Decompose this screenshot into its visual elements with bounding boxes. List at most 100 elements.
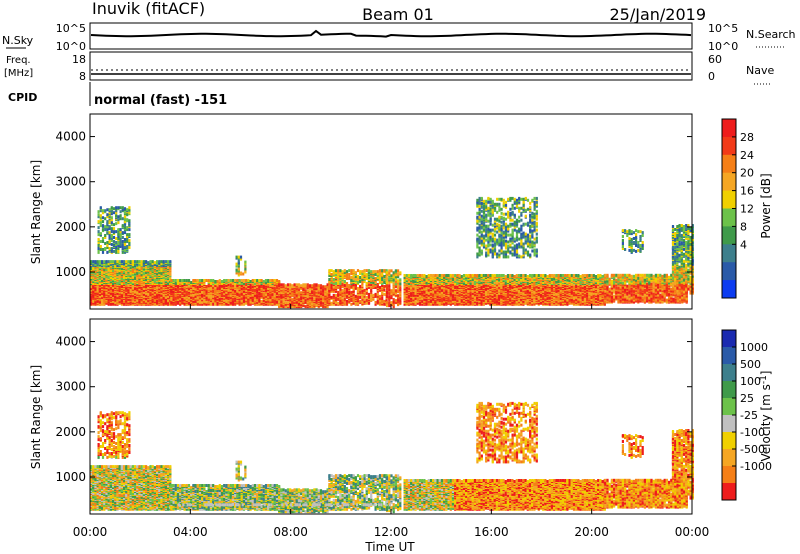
power-cell [128, 206, 131, 210]
power-cell [339, 285, 342, 288]
power-cell [381, 269, 384, 273]
power-cell [118, 274, 121, 277]
power-cell [114, 300, 117, 304]
power-cell [341, 283, 344, 286]
power-cell [158, 284, 161, 287]
power-cell [183, 295, 186, 299]
power-cell [115, 246, 118, 249]
power-cell [378, 269, 382, 273]
power-cell [343, 280, 346, 283]
power-cell [101, 209, 105, 213]
power-cell [97, 247, 100, 250]
power-cell [229, 279, 232, 282]
power-cell [96, 287, 99, 290]
power-cell [427, 274, 430, 277]
power-cell [112, 260, 115, 264]
station-title: Inuvik (fitACF) [92, 0, 205, 18]
power-cell [405, 274, 408, 277]
power-cell [136, 260, 139, 264]
power-cell [354, 294, 357, 298]
power-cell [372, 270, 375, 274]
power-cell [304, 305, 307, 309]
power-cell [110, 223, 113, 227]
power-cell [271, 279, 274, 282]
power-cell [121, 250, 124, 254]
power-cell [103, 296, 106, 300]
power-cell [128, 242, 131, 245]
power-cell [225, 279, 228, 282]
power-cell [183, 282, 186, 285]
power-cell [429, 299, 433, 303]
power-cell [167, 272, 170, 276]
power-cell [339, 296, 342, 300]
power-cell [112, 240, 116, 243]
power-cell [319, 290, 323, 294]
power-cell [99, 245, 102, 248]
power-cell [121, 224, 124, 228]
power-cell [126, 239, 129, 242]
power-cell [207, 300, 210, 304]
power-cell [359, 290, 362, 294]
power-cell [121, 236, 124, 239]
power-cell [110, 206, 113, 210]
power-data-cells [90, 196, 694, 309]
power-cell [118, 260, 121, 264]
power-cell [103, 300, 106, 304]
power-cell [126, 218, 129, 222]
power-cell [356, 287, 360, 290]
power-cell [359, 270, 362, 274]
power-cell [117, 206, 120, 210]
power-cell [104, 225, 107, 229]
power-cell [101, 224, 105, 228]
power-cell [156, 266, 159, 270]
power-cell [181, 284, 184, 287]
power-cell [451, 274, 455, 277]
nsky-tick-high: 10^5 [56, 22, 86, 35]
power-cell [306, 283, 309, 287]
power-cell [134, 289, 137, 293]
power-cell [359, 299, 362, 303]
power-cell [341, 270, 344, 274]
power-cell [109, 288, 112, 292]
power-cell [115, 241, 118, 244]
power-cell [169, 264, 172, 268]
power-cell [131, 269, 134, 273]
power-cell [128, 208, 131, 212]
power-cell [374, 300, 377, 304]
power-cell [359, 295, 362, 299]
power-cell [119, 235, 122, 238]
power-cell [106, 241, 109, 244]
power-cell [170, 296, 173, 300]
power-cell [370, 270, 373, 274]
power-cell [425, 275, 428, 278]
power-cell [194, 279, 197, 282]
power-cell [129, 266, 132, 270]
power-cell [332, 293, 335, 297]
power-cell [308, 284, 312, 288]
power-cell [108, 211, 111, 215]
power-cell [108, 231, 111, 235]
power-cell [348, 284, 351, 287]
power-cell [112, 223, 116, 227]
power-cell [462, 274, 466, 277]
power-cell [319, 284, 323, 288]
power-cell [94, 302, 97, 306]
power-cell [205, 285, 208, 288]
power-cell [352, 287, 355, 290]
power-cell [350, 276, 353, 279]
power-cell [238, 287, 241, 290]
power-cell [108, 236, 111, 239]
power-cell [179, 283, 182, 286]
power-cell [114, 260, 117, 264]
power-cell [493, 274, 496, 277]
power-cell [112, 227, 116, 231]
power-cell [90, 260, 93, 264]
power-cell [101, 248, 105, 251]
power-cell [348, 269, 351, 273]
power-cell [97, 213, 100, 217]
power-cell [112, 207, 116, 211]
power-cell [158, 260, 161, 264]
power-cell [108, 247, 111, 250]
power-cell [414, 274, 417, 277]
power-cell [127, 260, 130, 264]
